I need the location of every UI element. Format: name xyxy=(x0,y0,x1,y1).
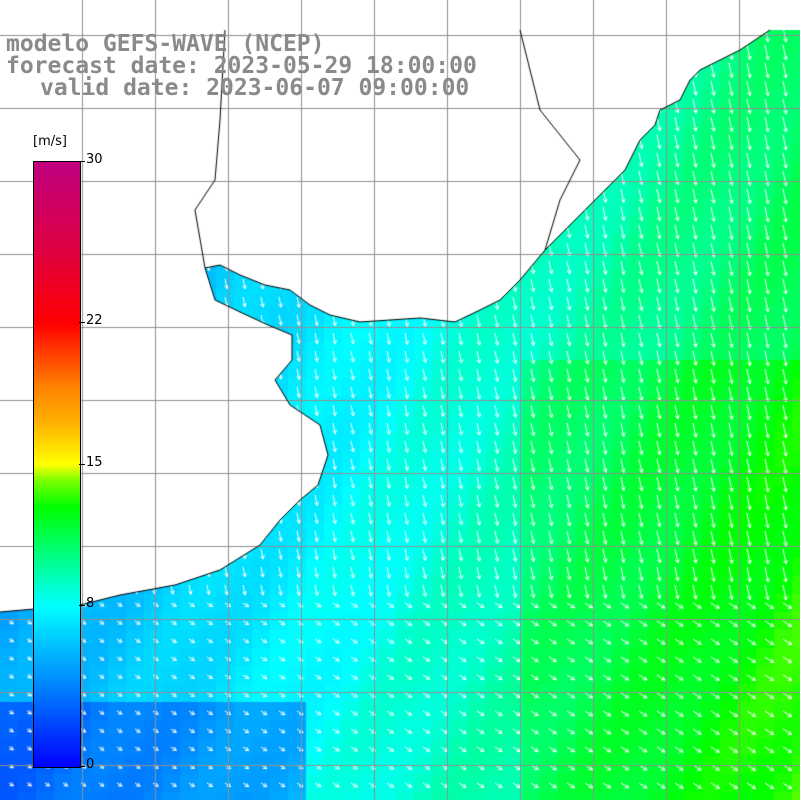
colorbar-tick-label: 22 xyxy=(86,313,103,329)
colorbar-tick-label: 8 xyxy=(86,595,95,611)
colorbar-tick-label: 0 xyxy=(86,757,95,772)
colorbar-tick-label: 30 xyxy=(86,152,103,167)
colorbar-unit-label: [m/s] xyxy=(33,134,67,149)
colorbar-tick-mark xyxy=(79,161,85,162)
colorbar-tick-label: 15 xyxy=(86,454,103,470)
colorbar-tick-mark xyxy=(79,322,85,324)
title-valid-date: valid date: 2023-06-07 09:00:00 xyxy=(40,75,470,101)
title-forecast-date: forecast date: 2023-05-29 18:00:00 xyxy=(6,53,477,79)
title-model: modelo GEFS-WAVE (NCEP) xyxy=(6,31,325,57)
colorbar-tick-mark xyxy=(79,604,85,606)
colorbar-tick-mark xyxy=(79,463,85,465)
colorbar-tick-mark xyxy=(79,766,85,767)
colorbar xyxy=(33,161,81,768)
